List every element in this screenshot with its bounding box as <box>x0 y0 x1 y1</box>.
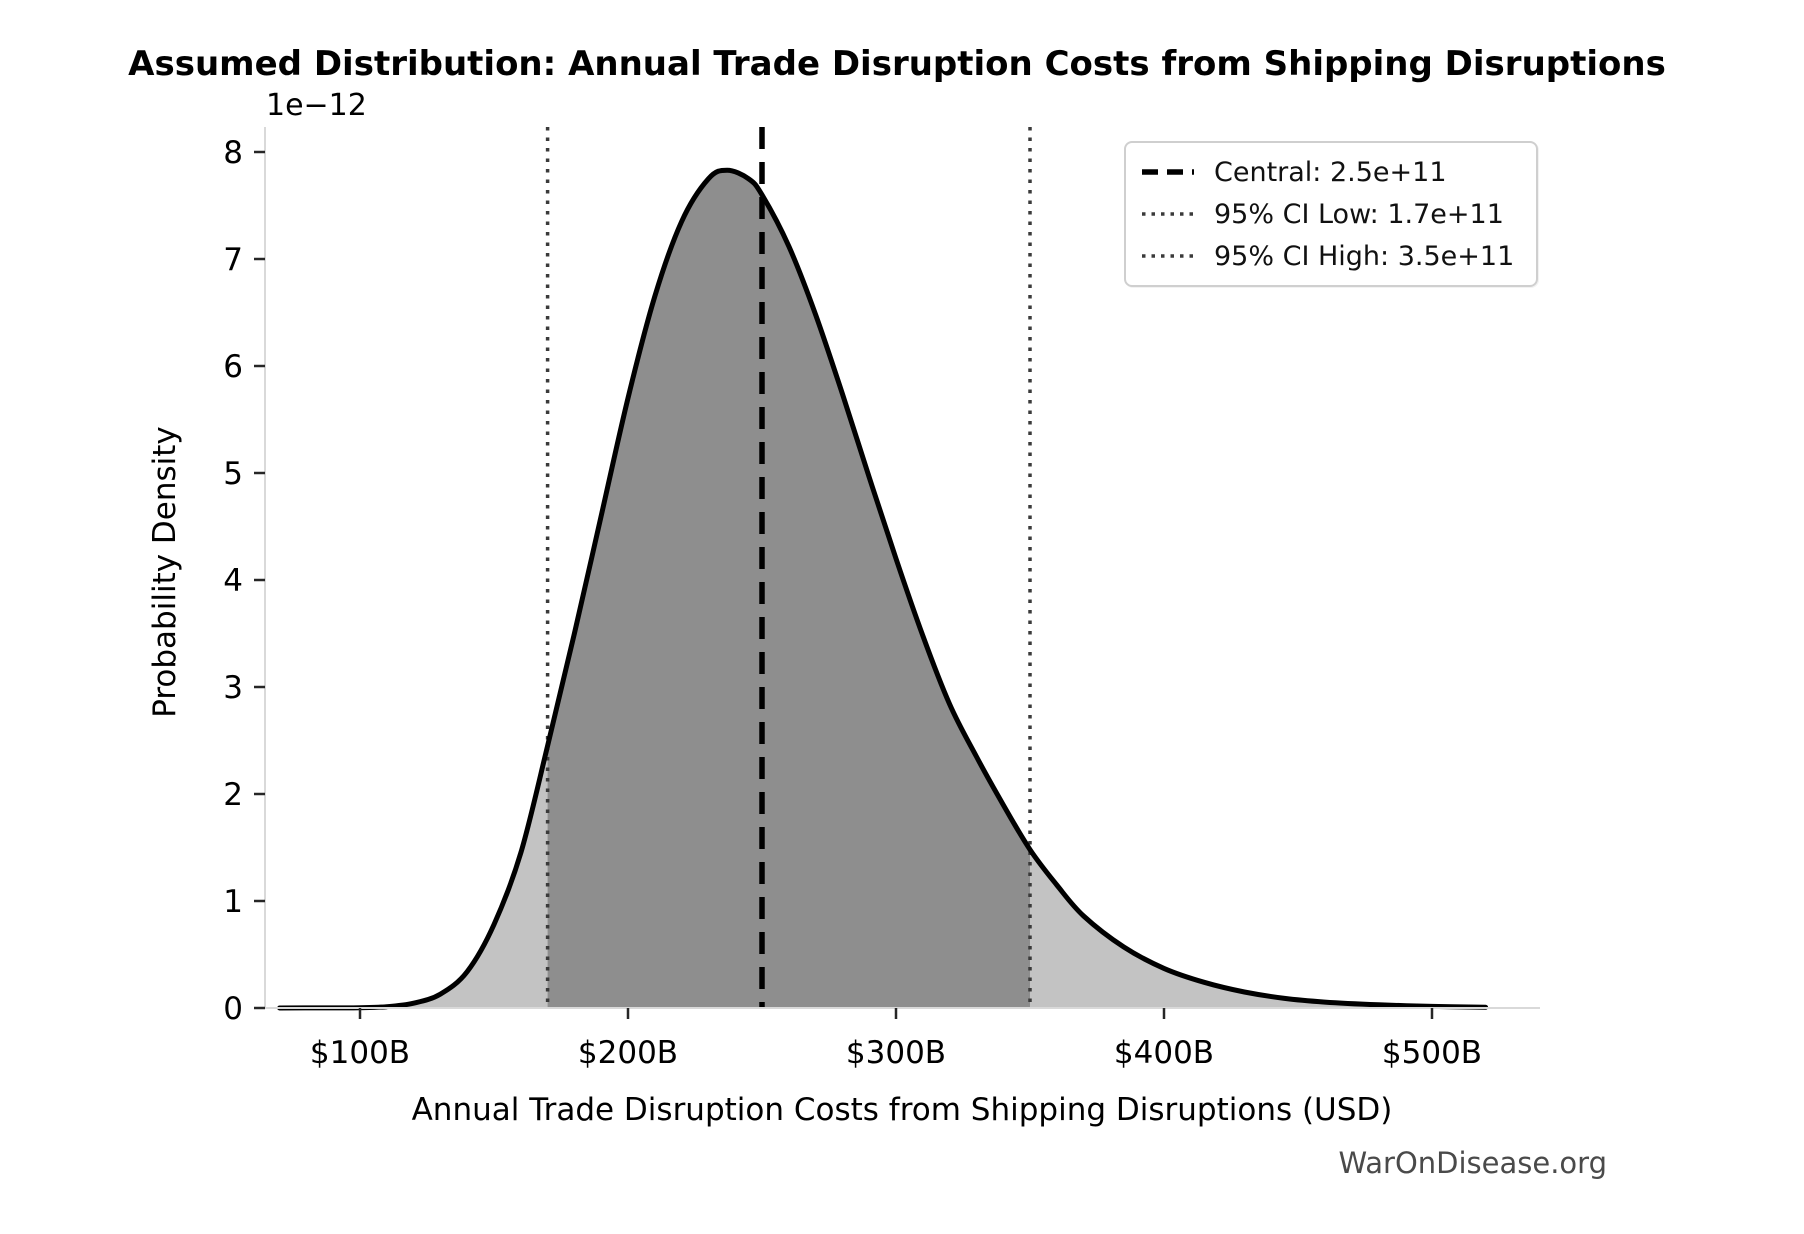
x-tick-label: $200B <box>578 1035 678 1071</box>
dotted-line-icon <box>1142 212 1194 216</box>
y-axis-offset-label: 1e−12 <box>266 88 367 123</box>
y-tick-label: 5 <box>223 456 243 492</box>
x-tick-label: $400B <box>1114 1035 1214 1071</box>
x-tick-label: $500B <box>1382 1035 1482 1071</box>
y-axis-label: Probability Density <box>147 426 183 718</box>
legend-item-central: Central: 2.5e+11 <box>1140 153 1514 191</box>
y-tick-label: 3 <box>223 670 243 706</box>
density-curve <box>277 167 1489 1011</box>
legend-label: 95% CI Low: 1.7e+11 <box>1214 198 1504 230</box>
legend-label: 95% CI High: 3.5e+11 <box>1214 240 1515 272</box>
y-tick-label: 8 <box>223 135 243 171</box>
chart-title: Assumed Distribution: Annual Trade Disru… <box>128 44 1666 84</box>
legend-item-ci-high: 95% CI High: 3.5e+11 <box>1140 237 1514 275</box>
legend: Central: 2.5e+11 95% CI Low: 1.7e+11 95%… <box>1124 141 1539 287</box>
y-tick-label: 4 <box>223 563 243 599</box>
x-axis-label: Annual Trade Disruption Costs from Shipp… <box>411 1092 1393 1128</box>
x-tick-label: $100B <box>310 1035 410 1071</box>
legend-item-ci-low: 95% CI Low: 1.7e+11 <box>1140 195 1514 233</box>
y-tick-label: 6 <box>223 349 243 385</box>
y-tick-label: 1 <box>223 884 243 920</box>
y-tick-label: 7 <box>223 242 243 278</box>
legend-label: Central: 2.5e+11 <box>1214 156 1447 188</box>
y-tick-label: 0 <box>223 991 243 1027</box>
ci-band-fill <box>547 170 1030 1008</box>
watermark: WarOnDisease.org <box>1338 1146 1607 1180</box>
dashed-line-icon <box>1142 169 1194 175</box>
y-tick-label: 2 <box>223 777 243 813</box>
dotted-line-icon <box>1142 254 1194 258</box>
x-tick-label: $300B <box>846 1035 946 1071</box>
